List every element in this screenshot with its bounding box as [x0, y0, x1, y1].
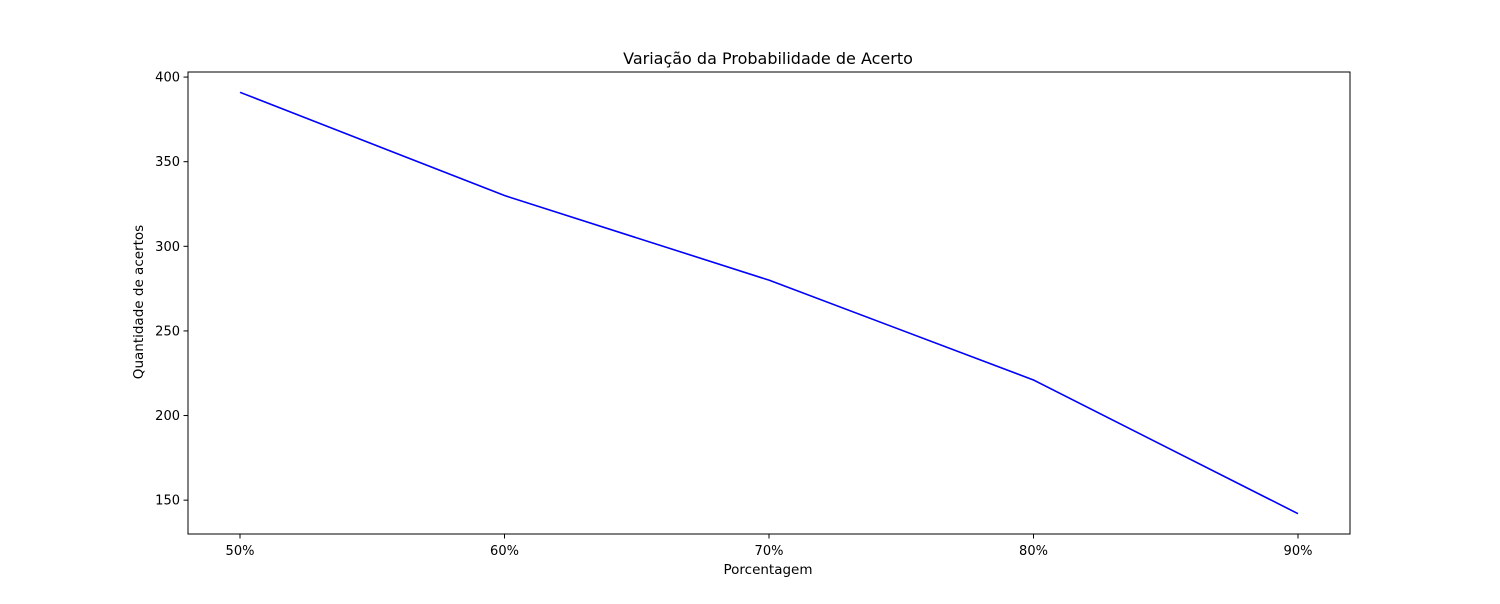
x-tick-label: 60%	[490, 544, 519, 559]
y-tick-label: 300	[155, 240, 180, 255]
y-tick-label: 150	[155, 494, 180, 509]
x-tick-label: 70%	[755, 544, 784, 559]
chart-title: Variação da Probabilidade de Acerto	[623, 49, 913, 68]
x-tick-label: 80%	[1019, 544, 1048, 559]
y-tick-label: 250	[155, 324, 180, 339]
x-axis-label: Porcentagem	[723, 562, 812, 578]
x-tick-label: 50%	[226, 544, 255, 559]
y-tick-label: 200	[155, 409, 180, 424]
x-tick-label: 90%	[1284, 544, 1313, 559]
y-axis-label: Quantidade de acertos	[131, 225, 147, 379]
y-tick-label: 350	[155, 155, 180, 170]
y-tick-label: 400	[155, 71, 180, 86]
series-line-0	[239, 91, 1299, 515]
plot-area: 50% 60% 70% 80% 90% 150 200 250 300 350 400	[155, 71, 1351, 559]
